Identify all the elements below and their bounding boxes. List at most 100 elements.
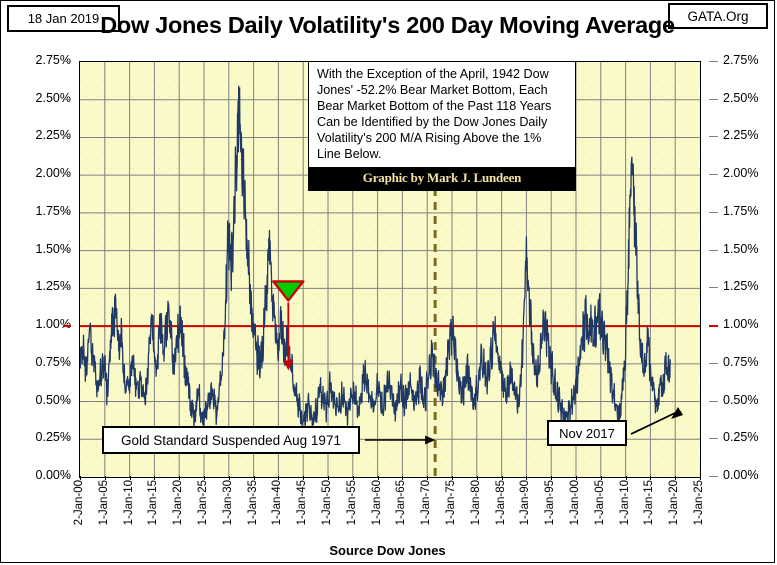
x-tick-label: 1-Jan-25	[197, 480, 209, 526]
x-tick	[104, 476, 106, 480]
x-tick	[625, 476, 627, 480]
x-tick-label: 1-Jan-10	[122, 480, 135, 526]
x-tick	[154, 476, 156, 480]
x-tick	[204, 476, 205, 480]
x-tick	[228, 476, 230, 480]
y-tick	[709, 287, 718, 289]
x-tick	[402, 476, 404, 480]
y-tick-label: 1.00%	[35, 317, 71, 332]
y-tick-label: 0.75%	[35, 354, 71, 369]
x-tick	[526, 476, 528, 480]
y-tick-label: 0.25%	[723, 430, 759, 445]
x-tick	[650, 476, 652, 480]
y-tick-label: 0.25%	[35, 430, 71, 445]
y-tick	[709, 325, 718, 328]
y-tick-label: 1.50%	[723, 241, 759, 256]
y-tick	[63, 61, 71, 62]
y-tick-label: 2.75%	[723, 53, 759, 67]
x-tick-label: 1-Jan-85	[494, 480, 507, 526]
x-tick-label: 1-Jan-30	[221, 480, 234, 526]
y-tick	[709, 476, 718, 477]
y-tick	[709, 438, 718, 440]
note-text: With the Exception of the April, 1942 Do…	[317, 67, 552, 162]
y-tick-label: 2.00%	[723, 166, 759, 181]
source-badge: GATA.Org	[668, 3, 768, 29]
y-tick	[63, 438, 71, 440]
x-tick	[352, 476, 354, 480]
y-axis-right: 0.00% 0.25% 0.50% 0.75% 1.00% 1.25% 1.50% 1.75%…	[709, 53, 777, 482]
y-tick-label: 1.25%	[35, 279, 71, 294]
y-tick-label: 2.25%	[35, 128, 71, 143]
plot-area: With the Exception of the April, 1942 Do…	[79, 61, 701, 478]
y-tick	[63, 136, 71, 138]
x-tick-label: 1-Jan-00	[569, 480, 581, 526]
x-tick-label: 2-Jan-00	[73, 480, 85, 526]
y-tick	[63, 362, 71, 364]
y-tick-label: 0.50%	[35, 392, 71, 407]
x-tick	[253, 476, 255, 480]
y-tick-label: 0.00%	[35, 468, 71, 482]
x-tick-label: 1-Jan-70	[420, 480, 433, 526]
x-tick	[80, 476, 81, 480]
y-tick-label: 2.50%	[35, 90, 71, 105]
nov-2017-callout: Nov 2017	[547, 420, 627, 446]
y-tick	[709, 61, 718, 62]
note-callout: With the Exception of the April, 1942 Do…	[308, 62, 576, 191]
y-tick-label: 1.75%	[723, 203, 759, 218]
bear-market-marker	[272, 280, 305, 302]
y-tick-label: 2.50%	[723, 90, 759, 105]
x-tick-label: 1-Jan-75	[445, 480, 457, 526]
x-tick	[377, 476, 379, 480]
x-tick-label: 1-Jan-15	[643, 480, 656, 526]
x-tick-label: 1-Jan-45	[296, 480, 309, 526]
x-tick-label: 1-Jan-90	[519, 480, 532, 526]
y-tick-label: 1.75%	[35, 203, 71, 218]
x-tick-label: 1-Jan-60	[370, 480, 383, 526]
x-tick	[179, 476, 181, 480]
x-tick	[576, 476, 577, 480]
x-tick-label: 1-Jan-05	[97, 480, 110, 526]
x-tick-label: 1-Jan-05	[593, 480, 606, 526]
x-tick	[501, 476, 503, 480]
y-tick	[709, 98, 718, 100]
x-tick-label: 1-Jan-65	[395, 480, 408, 526]
x-axis: 2-Jan-00 1-Jan-05 1-Jan-10 1-Jan-15 1-Jan-20…	[73, 476, 705, 550]
x-tick	[328, 476, 329, 480]
y-tick-label: 0.00%	[723, 468, 759, 482]
x-tick	[129, 476, 131, 480]
x-tick-label: 1-Jan-55	[345, 480, 358, 526]
x-tick-label: 1-Jan-40	[271, 480, 284, 526]
y-tick	[63, 211, 71, 213]
y-tick	[709, 136, 718, 138]
plot-canvas: With the Exception of the April, 1942 Do…	[79, 61, 701, 478]
y-tick-label: 1.25%	[723, 279, 759, 294]
y-tick	[63, 287, 71, 289]
y-tick-label: 0.50%	[723, 392, 759, 407]
y-tick	[709, 400, 718, 402]
x-tick-label: 1-Jan-10	[618, 480, 631, 526]
y-axis-left: 0.00% 0.25% 0.50% 0.75% 1.00% 1.25% 1.50% 1.75%…	[1, 53, 71, 482]
x-tick	[600, 476, 602, 480]
gold-standard-callout: Gold Standard Suspended Aug 1971	[102, 426, 360, 454]
x-tick-label: 1-Jan-20	[668, 480, 681, 526]
y-tick-label: 2.00%	[35, 166, 71, 181]
x-tick-label: 1-Jan-50	[321, 480, 333, 526]
source-label: Source Dow Jones	[329, 543, 446, 558]
x-tick	[476, 476, 478, 480]
y-tick-label: 1.00%	[723, 317, 759, 332]
y-tick	[709, 362, 718, 364]
x-tick-label: 1-Jan-95	[544, 480, 557, 526]
y-tick	[63, 98, 71, 100]
x-tick-label: 1-Jan-20	[172, 480, 185, 526]
y-tick	[63, 400, 71, 402]
y-tick-label: 0.75%	[723, 354, 759, 369]
x-tick	[427, 476, 429, 480]
y-tick	[63, 476, 71, 477]
date-badge: 18 Jan 2019	[7, 5, 120, 32]
x-tick-label: 1-Jan-25	[693, 480, 705, 526]
y-tick	[63, 325, 71, 328]
page-title: Dow Jones Daily Volatility's 200 Day Mov…	[100, 12, 675, 38]
x-tick	[452, 476, 453, 480]
x-tick-label: 1-Jan-35	[246, 480, 259, 526]
